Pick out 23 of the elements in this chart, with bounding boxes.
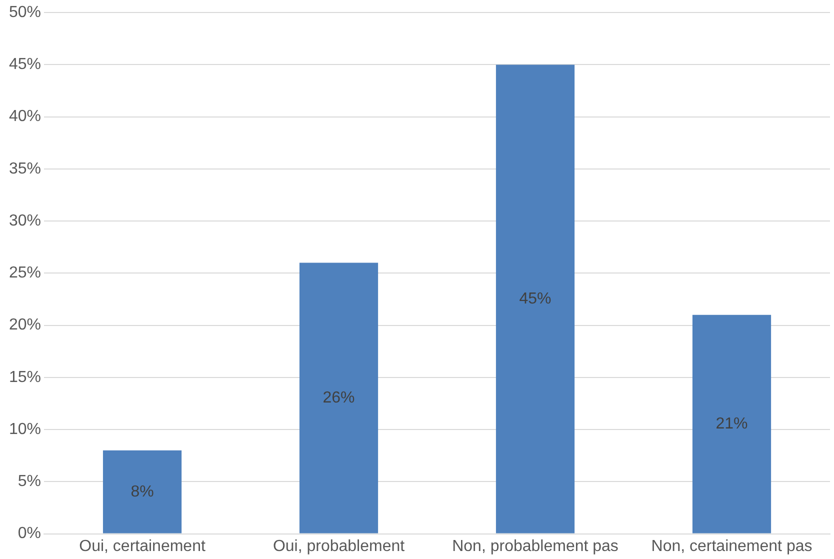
y-tick-label: 30% [8, 212, 42, 230]
bar [692, 314, 772, 534]
y-tick-label: 40% [8, 108, 42, 126]
data-label: 26% [322, 389, 355, 406]
y-tick-label: 35% [8, 160, 42, 178]
y-tick-label: 25% [8, 264, 42, 282]
y-tick-label: 15% [8, 368, 42, 386]
y-tick-label: 0% [18, 525, 42, 542]
x-tick-label: Oui, certainement [79, 538, 206, 555]
data-label: 21% [716, 416, 748, 433]
y-tick-label: 20% [8, 316, 42, 334]
x-tick-label: Non, certainement pas [651, 538, 812, 555]
x-tick-label: Non, probablement pas [452, 538, 618, 555]
y-tick-label: 45% [8, 56, 42, 74]
bar [102, 450, 182, 534]
y-tick-label: 10% [8, 420, 42, 438]
y-tick-label: 5% [18, 473, 42, 490]
x-tick-label: Oui, probablement [272, 538, 406, 555]
bar [496, 64, 575, 534]
bar [299, 262, 378, 534]
data-label: 8% [130, 483, 154, 500]
data-label: 45% [519, 290, 552, 308]
y-tick-label: 50% [8, 4, 42, 22]
